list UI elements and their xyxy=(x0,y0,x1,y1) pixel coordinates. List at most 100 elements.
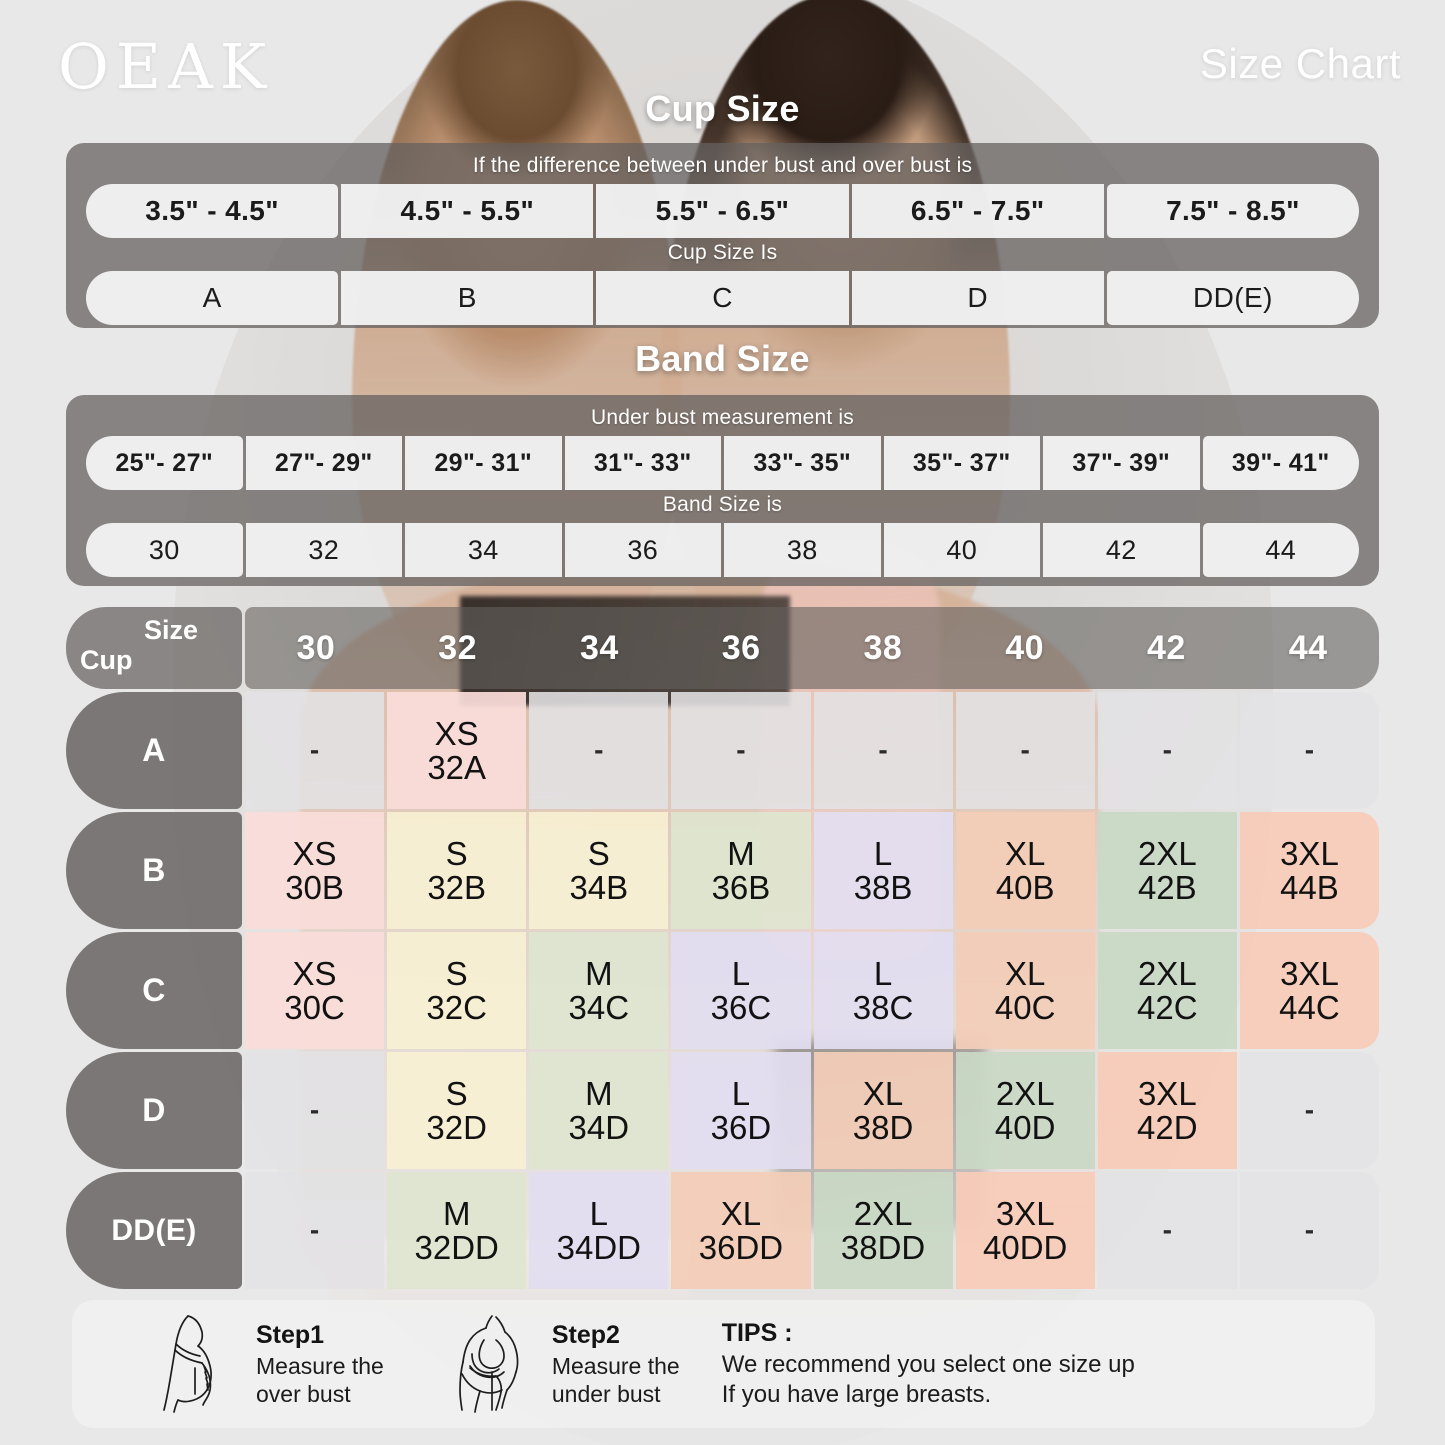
matrix-row-label: D xyxy=(66,1052,242,1169)
matrix-row-cells: XS 30C S 32C M 34C L 36C L 38C XL 40C 2XL 42C 3XL 44C xyxy=(245,932,1379,1049)
band-size-caption-mid: Band Size is xyxy=(662,493,783,516)
matrix-cell: 2XL 42B xyxy=(1097,812,1237,929)
matrix-row: C XS 30C S 32C M 34C L 36C L 38C XL 40C 2XL 42C 3XL 44C xyxy=(66,932,1379,1049)
step2-text: Step2 Measure the under bust xyxy=(552,1320,680,1407)
cup-range-cell: 4.5" - 5.5" xyxy=(341,184,594,238)
matrix-cell: M 32DD xyxy=(387,1172,527,1289)
matrix-cell: - xyxy=(671,692,811,809)
matrix-cell-code: 36D xyxy=(710,1108,772,1146)
cup-range-row: 3.5" - 4.5" 4.5" - 5.5" 5.5" - 6.5" 6.5"… xyxy=(86,184,1360,238)
matrix-cell-code: 38C xyxy=(852,988,914,1026)
matrix-cell-size: L xyxy=(731,1074,751,1112)
matrix-cell: L 38C xyxy=(813,932,953,1049)
matrix-column-header: 30 xyxy=(296,628,336,667)
band-range-row: 25"- 27" 27"- 29" 29"- 31" 31"- 33" 33"-… xyxy=(86,436,1359,490)
matrix-cell: M 36B xyxy=(671,812,811,929)
matrix-row-label: DD(E) xyxy=(66,1172,242,1289)
footer-tips-bar: Step1 Measure the over bust xyxy=(72,1300,1375,1428)
matrix-cell-code: 32DD xyxy=(414,1228,499,1266)
matrix-cell: S 32D xyxy=(387,1052,527,1169)
matrix-cell: S 32B xyxy=(387,812,527,929)
matrix-cell: S 34B xyxy=(529,812,669,929)
matrix-cell: - xyxy=(955,692,1095,809)
matrix-cell-code: 42C xyxy=(1137,988,1198,1026)
band-value-cell: 42 xyxy=(1043,523,1200,577)
step1-title: Step1 xyxy=(256,1321,325,1350)
matrix-cell-size: XS xyxy=(292,954,337,992)
band-range-cell: 37"- 39" xyxy=(1043,436,1200,490)
matrix-cell-size: 3XL xyxy=(1280,834,1339,872)
step1-text: Step1 Measure the over bust xyxy=(256,1320,384,1407)
matrix-body: A - XS 32A - - - - - - B XS 30B S 32B S 34B M 36B L 38B XL 40B… xyxy=(66,692,1379,1289)
matrix-cell-size: L xyxy=(873,834,893,872)
matrix-cell: - xyxy=(1239,1172,1379,1289)
matrix-cell: XS 32A xyxy=(387,692,527,809)
matrix-cell: - xyxy=(245,1052,385,1169)
band-value-cell: 32 xyxy=(245,523,402,577)
matrix-cell-code: 30C xyxy=(284,988,345,1026)
cup-range-cell: 6.5" - 7.5" xyxy=(851,184,1104,238)
cup-size-panel: If the difference between under bust and… xyxy=(66,143,1379,328)
matrix-cell-code: 32A xyxy=(427,748,487,786)
cup-size-heading: Cup Size xyxy=(645,88,800,129)
matrix-cell-code: 40B xyxy=(995,868,1055,906)
matrix-cell: 2XL 42C xyxy=(1097,932,1237,1049)
matrix-cell: XL 36DD xyxy=(671,1172,811,1289)
cup-value-cell: D xyxy=(851,271,1104,325)
step2-title: Step2 xyxy=(551,1321,620,1350)
matrix-cell: M 34C xyxy=(529,932,669,1049)
matrix-corner-cell: Size Cup xyxy=(66,607,242,689)
matrix-cell-size: XL xyxy=(1005,954,1046,992)
size-matrix: Size Cup 30 32 34 36 38 40 42 44 A - XS 32A - - - - - - B… xyxy=(66,607,1379,1292)
matrix-cell-code: 30B xyxy=(285,868,344,906)
matrix-cell: 3XL 44B xyxy=(1239,812,1379,929)
matrix-cell: L 38B xyxy=(813,812,953,929)
step2-line2: under bust xyxy=(551,1380,661,1407)
matrix-cell-size: S xyxy=(445,954,468,992)
band-range-cell: 27"- 29" xyxy=(245,436,402,490)
matrix-cell-code: 36B xyxy=(711,868,771,906)
matrix-cell-size: 2XL xyxy=(1137,954,1197,992)
cup-range-cell: 3.5" - 4.5" xyxy=(86,184,339,238)
matrix-row-label: A xyxy=(66,692,242,809)
band-value-cell: 40 xyxy=(883,523,1040,577)
matrix-cell: XS 30B xyxy=(245,812,385,929)
band-size-panel: Under bust measurement is 25"- 27" 27"- … xyxy=(66,395,1379,586)
matrix-column-header: 38 xyxy=(863,628,903,667)
matrix-row: B XS 30B S 32B S 34B M 36B L 38B XL 40B 2XL 42B 3XL 44B xyxy=(66,812,1379,929)
matrix-cell: XL 40C xyxy=(955,932,1095,1049)
matrix-cell: XL 40B xyxy=(955,812,1095,929)
cup-value-cell: DD(E) xyxy=(1106,271,1360,325)
matrix-column-header: 44 xyxy=(1288,628,1328,667)
matrix-cell: - xyxy=(1239,692,1379,809)
tips-title: TIPS : xyxy=(721,1319,793,1348)
matrix-cell-size: S xyxy=(587,834,610,872)
matrix-cell-size: 3XL xyxy=(1137,1074,1197,1112)
matrix-cell-code: 34B xyxy=(569,868,629,906)
matrix-cell-size: M xyxy=(442,1194,471,1232)
brand-logo: OEAK xyxy=(58,30,274,103)
matrix-cell-code: 34C xyxy=(568,988,630,1026)
under-bust-measure-icon xyxy=(444,1310,540,1419)
matrix-cell-code: 38DD xyxy=(840,1228,926,1266)
tips-line1: We recommend you select one size up xyxy=(721,1350,1135,1378)
matrix-column-header: 40 xyxy=(1005,628,1045,667)
matrix-cell: - xyxy=(1239,1052,1379,1169)
matrix-cell: - xyxy=(245,1172,385,1289)
matrix-cell: - xyxy=(529,692,669,809)
matrix-row-cells: - XS 32A - - - - - - xyxy=(245,692,1379,809)
cup-range-cell: 7.5" - 8.5" xyxy=(1106,184,1360,238)
matrix-cell: 2XL 40D xyxy=(955,1052,1095,1169)
matrix-row-cells: XS 30B S 32B S 34B M 36B L 38B XL 40B 2XL 42B 3XL 44B xyxy=(245,812,1379,929)
band-range-cell: 29"- 31" xyxy=(405,436,562,490)
matrix-cell: - xyxy=(1097,692,1237,809)
band-value-cell: 44 xyxy=(1202,523,1359,577)
matrix-cell-size: L xyxy=(873,954,893,992)
cup-value-cell: A xyxy=(86,271,339,325)
matrix-cell: XL 38D xyxy=(813,1052,953,1169)
tips-line2: If you have large breasts. xyxy=(721,1381,992,1409)
matrix-cell-code: 36C xyxy=(710,988,772,1026)
matrix-cell: - xyxy=(813,692,953,809)
matrix-cell-code: 44B xyxy=(1280,868,1339,906)
